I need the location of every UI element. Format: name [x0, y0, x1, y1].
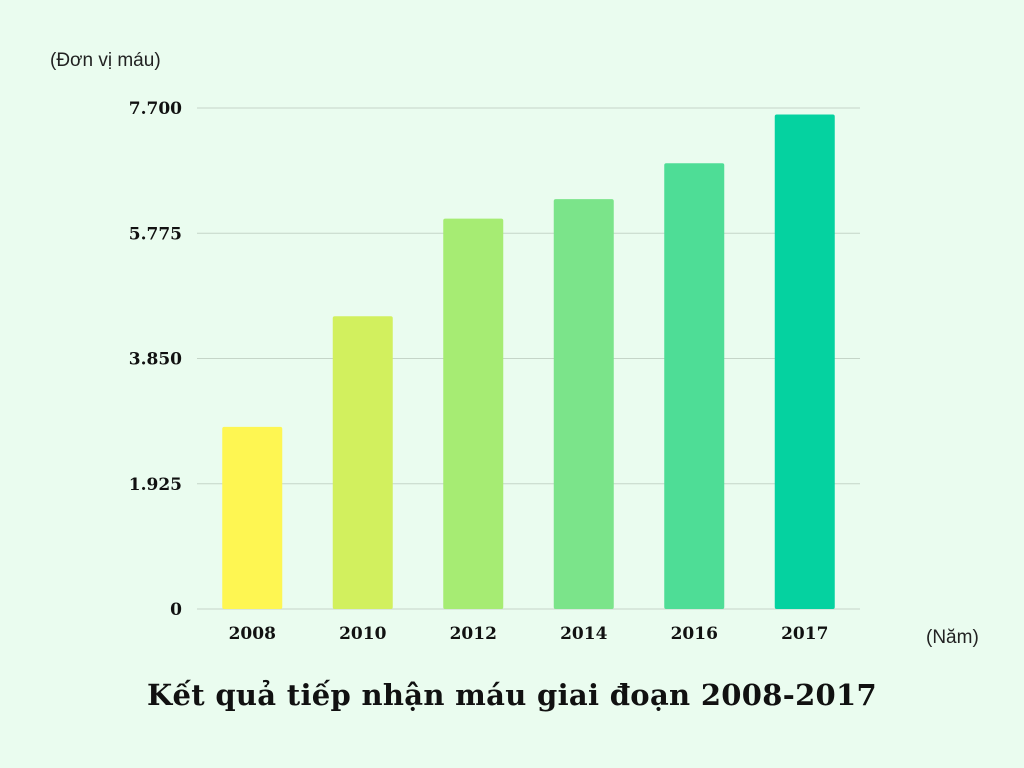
x-tick-label: 2017 [781, 624, 828, 644]
x-tick-label: 2014 [560, 624, 607, 644]
bar-2017 [774, 114, 835, 609]
x-axis-ticks: 2008 2010 2012 2014 2016 2017 [229, 624, 829, 644]
bar-2012 [443, 218, 504, 609]
y-axis-unit-label: (Đơn vị máu) [50, 50, 161, 71]
bar-2010 [332, 316, 393, 609]
gridlines [197, 107, 860, 610]
x-tick-label: 2010 [339, 624, 386, 644]
y-tick-label: 1.925 [129, 475, 182, 495]
x-tick-label: 2008 [229, 624, 276, 644]
chart-title: Kết quả tiếp nhận máu giai đoạn 2008-201… [147, 678, 877, 712]
y-tick-label: 5.775 [129, 224, 182, 244]
bars [222, 114, 835, 610]
bar-2008 [222, 426, 283, 609]
y-tick-label: 0 [170, 600, 182, 620]
x-axis-unit-label: (Năm) [926, 627, 979, 648]
x-tick-label: 2016 [671, 624, 718, 644]
y-tick-label: 7.700 [129, 99, 182, 119]
x-tick-label: 2012 [450, 624, 497, 644]
bar-2016 [664, 163, 725, 610]
bar-2014 [553, 199, 614, 609]
y-axis-ticks: 0 1.925 3.850 5.775 7.700 [129, 99, 182, 620]
y-tick-label: 3.850 [129, 350, 182, 370]
